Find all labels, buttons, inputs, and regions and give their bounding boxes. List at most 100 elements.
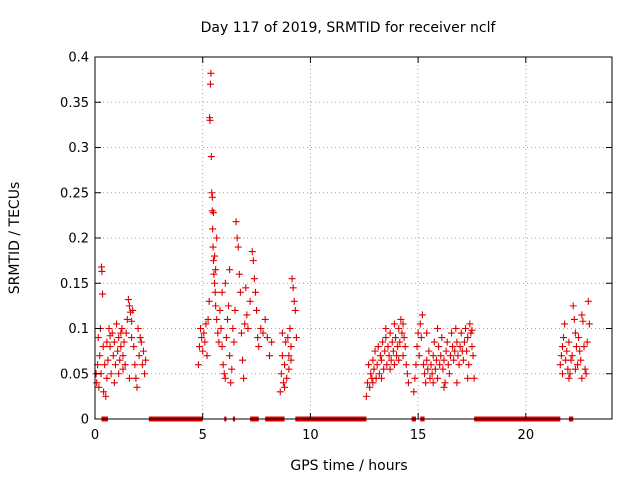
data-point [241, 320, 249, 328]
data-point [374, 343, 382, 351]
data-point [383, 361, 391, 369]
data-point [427, 361, 435, 369]
data-point [219, 361, 227, 369]
data-point [107, 370, 115, 378]
axis-ticks [94, 56, 612, 420]
data-point [580, 343, 588, 351]
data-point [373, 361, 381, 369]
data-point [239, 356, 247, 364]
data-point [209, 243, 217, 251]
data-point [198, 334, 206, 342]
data-point [572, 343, 580, 351]
data-point [137, 338, 145, 346]
data-point [236, 288, 244, 296]
y-tick-label: 0.25 [60, 186, 89, 201]
data-point [442, 347, 450, 355]
data-point [111, 361, 119, 369]
data-point [211, 279, 219, 287]
x-tick-label: 0 [91, 428, 99, 443]
data-point [141, 370, 149, 378]
data-point [417, 334, 425, 342]
data-point [431, 365, 439, 373]
data-point [216, 306, 224, 314]
data-point [138, 361, 146, 369]
y-axis-label: SRMTID / TECUs [7, 182, 23, 295]
data-point [423, 329, 431, 337]
data-point [214, 329, 222, 337]
data-point [118, 325, 126, 332]
data-point [410, 388, 418, 396]
x-tick-label: 15 [410, 428, 427, 443]
data-point [288, 275, 296, 283]
data-point [200, 329, 208, 337]
data-point [370, 365, 378, 373]
data-point [441, 379, 449, 387]
y-tick-label: 0.05 [60, 367, 89, 382]
data-point [412, 361, 420, 369]
data-point [228, 365, 236, 373]
data-point [226, 266, 234, 274]
data-point [246, 297, 254, 305]
data-point [128, 317, 136, 325]
data-point [209, 209, 217, 217]
data-point [225, 302, 233, 310]
data-point [287, 356, 295, 364]
data-point [208, 193, 216, 201]
data-point [439, 365, 447, 373]
data-point [557, 352, 565, 360]
data-point [422, 379, 430, 387]
y-tick-label: 0.15 [60, 277, 89, 292]
data-point [569, 302, 577, 310]
data-point [457, 329, 465, 337]
data-point [114, 347, 122, 355]
data-point [582, 370, 590, 378]
data-point [469, 352, 477, 360]
data-point [203, 352, 211, 360]
data-point [578, 374, 586, 382]
data-point [415, 352, 423, 360]
data-point [194, 361, 202, 369]
data-point [229, 325, 237, 332]
data-point [434, 374, 442, 382]
data-point [94, 334, 102, 342]
data-point [468, 343, 476, 351]
data-point [95, 383, 103, 391]
data-point [453, 379, 461, 387]
data-point [432, 356, 440, 364]
data-point [400, 334, 408, 342]
data-point [428, 370, 436, 378]
x-axis-label: GPS time / hours [290, 458, 407, 474]
data-point [104, 356, 112, 364]
data-point [222, 334, 230, 342]
data-point [418, 311, 426, 319]
data-point [136, 334, 144, 342]
data-point [240, 374, 248, 382]
data-point [110, 338, 118, 346]
data-point [583, 338, 591, 346]
data-point [235, 270, 243, 278]
data-point [263, 334, 271, 342]
data-point [129, 306, 137, 314]
data-point [93, 379, 101, 387]
data-point [470, 374, 478, 382]
data-point [571, 329, 579, 337]
data-point [581, 365, 589, 373]
data-point [103, 374, 111, 382]
data-point [284, 334, 292, 342]
data-point [290, 297, 298, 305]
data-point [210, 270, 218, 278]
data-point [101, 361, 109, 369]
y-tick-label: 0.4 [68, 51, 89, 66]
data-point [390, 361, 398, 369]
data-point [568, 352, 576, 360]
data-point [566, 370, 574, 378]
data-point [464, 374, 472, 382]
data-point [574, 361, 582, 369]
data-point [468, 326, 476, 334]
data-point [212, 266, 220, 274]
data-point [205, 297, 213, 305]
grid-lines [95, 57, 612, 419]
data-point [459, 356, 467, 364]
data-point [571, 365, 579, 373]
data-point [209, 257, 217, 265]
